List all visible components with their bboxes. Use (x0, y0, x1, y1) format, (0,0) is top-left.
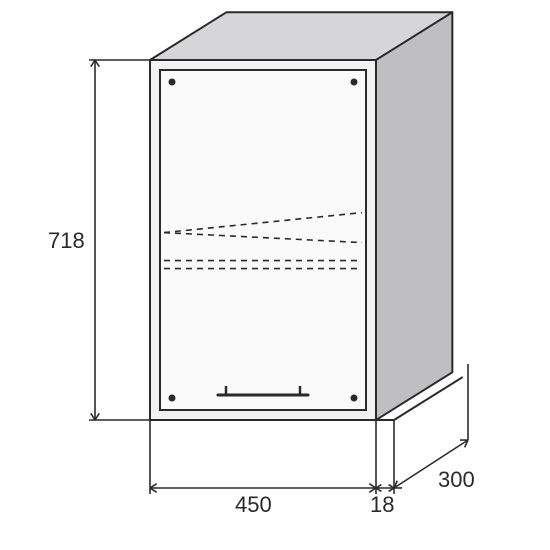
hinge-pin (351, 395, 358, 402)
cabinet-diagram: 718 450 18 300 (0, 0, 550, 550)
dim-depth: 300 (438, 467, 475, 492)
hinge-pin (169, 395, 176, 402)
dim-gap: 18 (370, 492, 394, 517)
cabinet-door (160, 70, 366, 410)
hinge-pin (169, 79, 176, 86)
dim-height: 718 (48, 228, 85, 253)
dim-width: 450 (235, 492, 272, 517)
hinge-pin (351, 79, 358, 86)
